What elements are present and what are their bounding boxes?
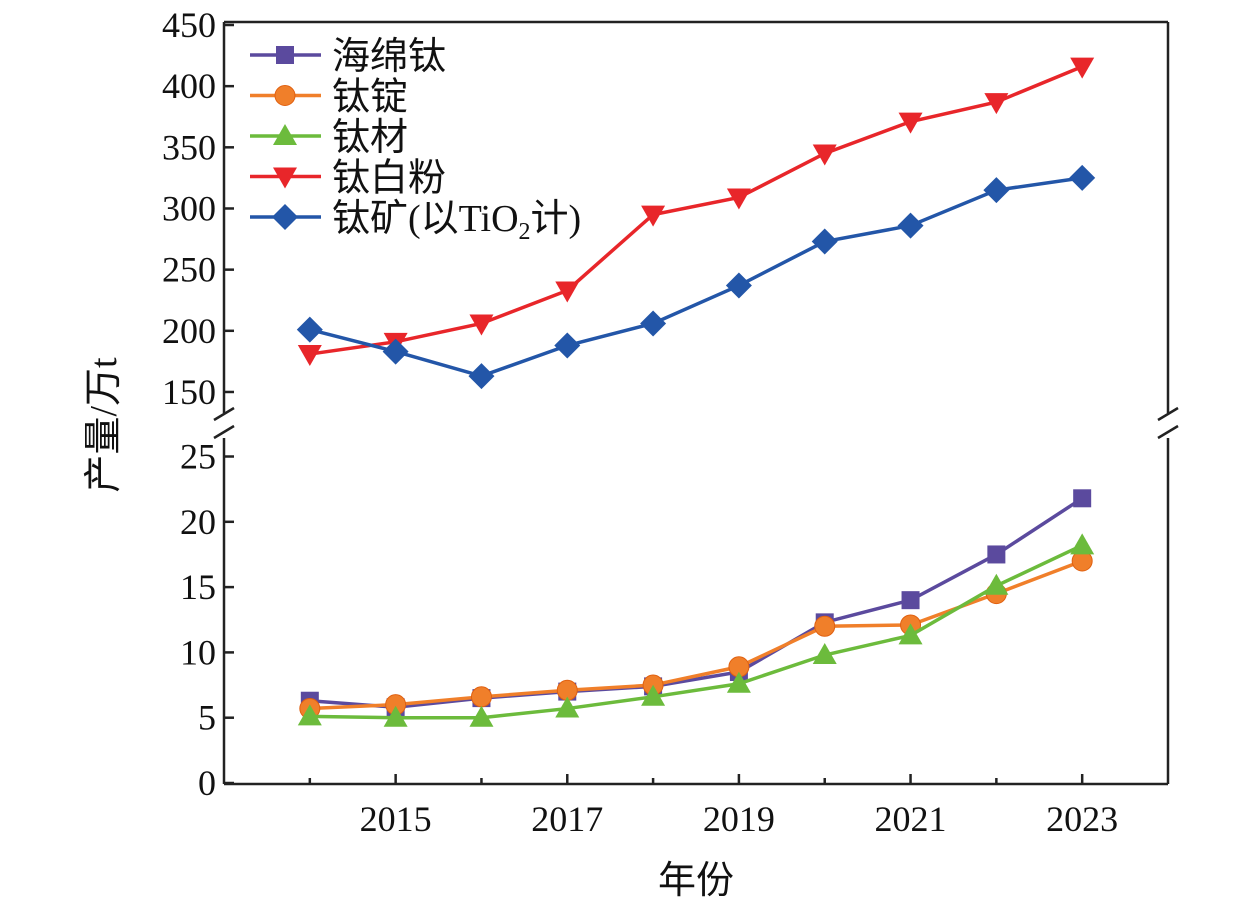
y-tick-label: 150 — [162, 372, 216, 412]
y-tick-label: 10 — [180, 632, 216, 672]
legend-marker — [273, 167, 297, 189]
axes: 150 200 250 300 350 400 450 0 5 10 15 20 25 2015 2017 2… — [162, 5, 1179, 839]
data-point — [812, 144, 837, 166]
legend-marker — [272, 204, 298, 230]
x-axis-label: 年份 — [658, 860, 734, 902]
legend-marker — [274, 85, 296, 106]
series-line — [309, 176, 1083, 378]
y-tick-label: 400 — [162, 66, 216, 106]
series-line — [309, 64, 1083, 356]
data-point — [383, 705, 408, 727]
y-tick-label: 20 — [180, 502, 216, 542]
x-tick-label: 2023 — [1046, 799, 1118, 839]
series-3 — [297, 533, 1095, 727]
series-2 — [299, 550, 1093, 720]
data-point — [641, 684, 666, 706]
legend-marker — [276, 46, 294, 64]
series-line — [309, 496, 1084, 710]
legend-label: 钛锭 — [332, 77, 408, 119]
data-point — [983, 177, 1010, 204]
data-point — [1073, 489, 1092, 508]
data-point — [812, 643, 837, 665]
data-point — [814, 615, 836, 637]
y-axis-label: 产量/万t — [83, 357, 125, 493]
data-point — [468, 363, 495, 390]
legend-entry: 钛白粉 — [250, 158, 446, 200]
axis-break-mark — [213, 406, 235, 422]
y-tick-label: 25 — [180, 437, 216, 477]
data-point — [898, 112, 923, 134]
data-point — [469, 705, 494, 727]
x-tick-label: 2015 — [360, 799, 432, 839]
data-point — [640, 310, 667, 337]
data-point — [901, 591, 920, 610]
y-tick-label: 250 — [162, 250, 216, 290]
legend-entry: 钛材 — [250, 117, 408, 159]
series-4 — [297, 57, 1095, 367]
axis-break-mark — [1157, 406, 1179, 422]
data-point — [297, 704, 322, 726]
data-point — [897, 212, 924, 239]
data-point — [811, 228, 838, 255]
legend-entry: 钛锭 — [250, 77, 408, 119]
y-tick-label: 5 — [198, 698, 216, 738]
legend-label: 钛矿(以TiO2计) — [332, 198, 581, 245]
data-point — [555, 696, 580, 718]
axis-break-mark — [213, 424, 235, 440]
data-point — [984, 93, 1009, 115]
legend-label: 钛材 — [332, 117, 408, 159]
data-point — [987, 545, 1006, 564]
x-tick-label: 2019 — [703, 799, 775, 839]
axis-break-mark — [1157, 424, 1179, 440]
x-tick-label: 2021 — [875, 799, 947, 839]
data-point — [984, 573, 1009, 595]
y-tick-label: 200 — [162, 311, 216, 351]
data-point — [726, 671, 751, 693]
data-point — [469, 314, 494, 336]
data-point — [470, 686, 492, 708]
y-tick-label: 300 — [162, 188, 216, 228]
legend-entry: 钛矿(以TiO2计) — [250, 198, 581, 245]
legend-marker — [273, 124, 297, 145]
data-point — [554, 332, 581, 359]
series-line — [309, 543, 1083, 720]
series-group — [296, 57, 1096, 727]
data-point — [1069, 164, 1096, 191]
data-point — [296, 316, 323, 343]
y-tick-label: 450 — [162, 5, 216, 45]
y-tick-label: 350 — [162, 127, 216, 167]
data-point — [641, 205, 666, 227]
data-point — [297, 345, 322, 367]
data-point — [726, 188, 751, 210]
x-tick-label: 2017 — [531, 799, 603, 839]
data-point — [555, 281, 580, 303]
series-line — [309, 559, 1083, 711]
series-5 — [296, 164, 1096, 390]
data-point — [382, 338, 409, 365]
legend-label: 钛白粉 — [332, 158, 446, 200]
y-tick-label: 0 — [198, 763, 216, 803]
data-point — [1070, 57, 1095, 79]
y-tick-label: 15 — [180, 567, 216, 607]
legend-label: 海绵钛 — [332, 36, 446, 78]
data-point — [725, 272, 752, 299]
data-point — [898, 623, 923, 645]
data-point — [1070, 533, 1095, 555]
legend-entry: 海绵钛 — [250, 36, 446, 78]
